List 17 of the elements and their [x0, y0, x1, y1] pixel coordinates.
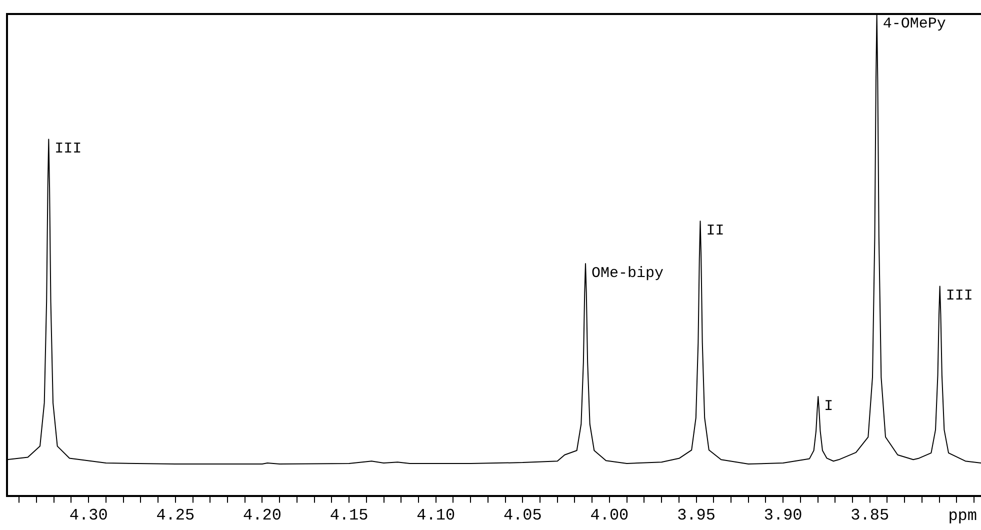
annotation: 4-OMePy — [882, 15, 946, 32]
x-tick-label: 4.15 — [330, 506, 368, 525]
x-tick-label: 4.10 — [416, 506, 456, 525]
x-tick-label: 3.85 — [850, 506, 890, 525]
x-axis-title: ppm — [948, 507, 977, 526]
x-tick-label: 4.05 — [503, 506, 542, 525]
annotation: III — [946, 288, 973, 305]
x-tick-label: 4.25 — [156, 506, 195, 525]
x-tick-label: 4.00 — [590, 506, 629, 525]
annotation: I — [824, 398, 834, 416]
x-tick-label: 4.30 — [69, 506, 108, 525]
annotation: OMe-bipy — [591, 265, 664, 282]
x-tick-label: 3.95 — [677, 506, 716, 525]
x-tick-label: 3.90 — [764, 506, 802, 525]
annotation: II — [706, 222, 724, 240]
annotation: III — [54, 140, 82, 158]
x-tick-label: 4.20 — [243, 506, 282, 525]
